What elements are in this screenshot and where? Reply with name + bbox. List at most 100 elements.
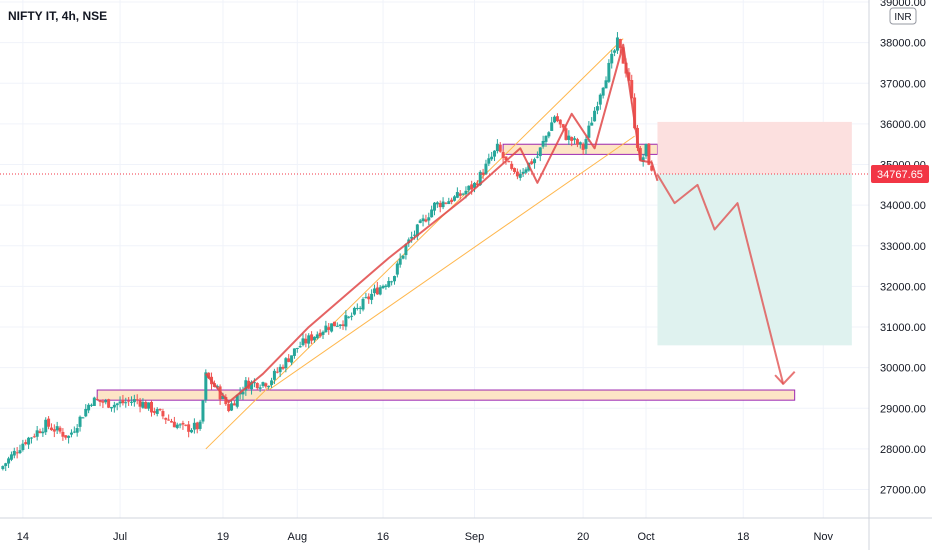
time-tick-label: Aug: [288, 531, 308, 543]
candle-body: [61, 431, 65, 437]
time-tick-label: 18: [737, 531, 749, 543]
candle-body: [124, 402, 128, 404]
candle-body: [450, 199, 454, 202]
candle-body: [550, 122, 554, 131]
candle-body: [292, 348, 296, 356]
candle-body: [647, 143, 651, 165]
target-zone: [657, 173, 852, 346]
candle-body: [598, 94, 602, 105]
candle-body: [290, 355, 294, 363]
time-tick-label: 19: [217, 531, 229, 543]
candle-body: [298, 346, 302, 348]
candle-body: [633, 97, 637, 129]
candle-body: [252, 382, 256, 384]
candle-body: [350, 315, 354, 317]
candle-body: [52, 429, 56, 432]
candle-body: [181, 422, 185, 425]
candle-body: [573, 138, 577, 140]
candle-body: [530, 161, 534, 164]
candle-body: [478, 171, 482, 186]
candle-body: [295, 347, 299, 349]
support-zone: [96, 389, 796, 401]
candle-body: [49, 427, 53, 431]
candle-body: [127, 400, 131, 402]
candle-body: [372, 288, 376, 294]
candle-body: [232, 403, 236, 406]
candle-body: [310, 334, 314, 341]
candle-body: [433, 202, 436, 211]
candle-body: [207, 372, 211, 379]
candle-body: [195, 422, 199, 430]
candle-body: [398, 258, 402, 265]
candle-body: [341, 324, 345, 326]
candle-body: [87, 404, 91, 411]
candle-body: [344, 315, 348, 327]
candle-body: [258, 387, 262, 389]
candle-body: [198, 421, 202, 429]
time-tick-label: 16: [377, 531, 389, 543]
candle-body: [327, 327, 331, 330]
candle-body: [507, 161, 511, 163]
candle-body: [4, 463, 8, 467]
candle-body: [453, 196, 457, 201]
candle-body: [72, 431, 76, 433]
candle-body: [12, 450, 16, 456]
candle-body: [78, 416, 82, 427]
candle-body: [152, 411, 156, 413]
candle-body: [470, 184, 474, 190]
candle-body: [501, 152, 505, 158]
candle-body: [435, 202, 439, 205]
candle-body: [361, 298, 365, 310]
pattern-lines: [205, 43, 796, 404]
channel-line: [268, 135, 635, 391]
candle-body: [187, 424, 191, 432]
candle-body: [384, 285, 388, 287]
candle-body: [267, 385, 271, 388]
price-tick-label: 31000.00: [880, 322, 926, 334]
candle-body: [164, 417, 168, 420]
channel-lines: [205, 38, 635, 450]
candle-body: [184, 424, 188, 426]
candle-body: [541, 140, 545, 147]
candle-body: [513, 168, 517, 172]
candle-body: [155, 409, 159, 414]
candle-body: [121, 399, 125, 404]
candle-body: [192, 422, 196, 430]
candle-body: [641, 157, 645, 163]
candle-body: [32, 436, 36, 438]
candle-body: [610, 53, 614, 64]
price-series: [1, 32, 654, 472]
candle-body: [578, 142, 582, 145]
candle-body: [24, 442, 28, 445]
candle-body: [321, 331, 325, 335]
candle-body: [518, 173, 522, 178]
candle-body: [458, 193, 462, 196]
candle-body: [104, 400, 108, 403]
candle-body: [115, 403, 119, 406]
candle-body: [555, 116, 559, 122]
candle-body: [170, 421, 174, 423]
candle-body: [461, 193, 465, 195]
candle-body: [515, 171, 519, 177]
candle-body: [312, 336, 316, 341]
candle-body: [575, 139, 579, 145]
candle-body: [644, 143, 648, 157]
candle-body: [190, 429, 194, 433]
candle-body: [250, 382, 254, 390]
candle-body: [473, 182, 477, 188]
candle-body: [504, 156, 508, 161]
candle-body: [150, 401, 154, 413]
candle-body: [381, 285, 385, 289]
trade-box: [657, 121, 852, 346]
candle-body: [581, 143, 585, 150]
candle-body: [92, 397, 96, 406]
candle-body: [607, 62, 611, 82]
candle-body: [27, 437, 31, 445]
candle-body: [98, 400, 102, 402]
candle-body: [364, 297, 368, 299]
candle-body: [147, 402, 151, 409]
candle-body: [255, 382, 259, 389]
candle-body: [101, 401, 105, 403]
